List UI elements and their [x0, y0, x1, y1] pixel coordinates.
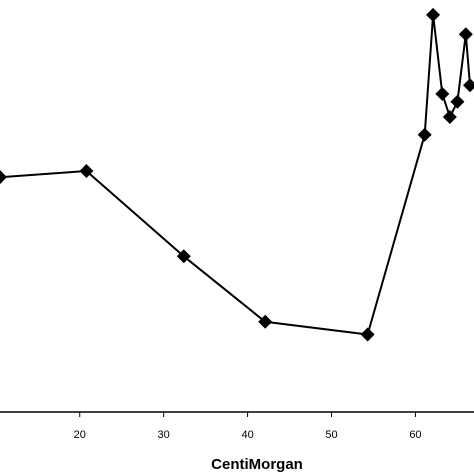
- x-tick-label-50: 50: [325, 429, 337, 441]
- data-point-marker: [258, 314, 273, 329]
- data-point-marker: [0, 170, 7, 185]
- x-tick-label-60: 60: [409, 429, 421, 441]
- x-tick-label-40: 40: [241, 429, 253, 441]
- x-axis-title: CentiMorgan: [211, 456, 303, 473]
- data-point-marker: [463, 78, 474, 93]
- x-tick-labels: 20 30 40 50 60: [74, 429, 422, 441]
- x-tick-label-30: 30: [158, 429, 170, 441]
- series-line-0: [0, 14, 471, 336]
- data-point-marker: [176, 249, 191, 264]
- series-layer: [0, 7, 474, 342]
- data-point-marker: [442, 110, 457, 125]
- data-point-marker: [458, 27, 473, 42]
- data-point-marker: [360, 327, 375, 342]
- data-point-marker: [417, 127, 432, 142]
- x-tick-label-20: 20: [74, 429, 86, 441]
- x-axis: [0, 411, 474, 417]
- data-point-marker: [79, 163, 94, 178]
- data-point-marker: [435, 86, 450, 101]
- data-point-marker: [450, 94, 465, 109]
- data-point-marker: [426, 7, 441, 22]
